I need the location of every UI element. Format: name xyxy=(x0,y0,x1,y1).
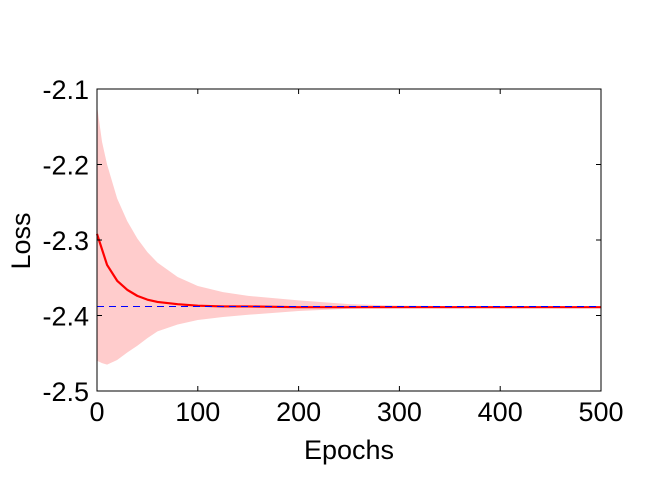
y-tick-label: -2.2 xyxy=(42,151,89,181)
confidence-band-layer xyxy=(97,105,601,365)
x-tick-label: 100 xyxy=(175,397,220,427)
x-tick-label: 500 xyxy=(578,397,623,427)
y-tick-label: -2.4 xyxy=(42,302,89,332)
std-band xyxy=(97,105,601,365)
x-tick-label: 300 xyxy=(377,397,422,427)
y-tick-label: -2.1 xyxy=(42,75,89,105)
x-tick-label: 200 xyxy=(276,397,321,427)
y-tick-label: -2.3 xyxy=(42,226,89,256)
x-tick-label: 0 xyxy=(89,397,104,427)
tick-layer: 0 100 200 300 400 500 -2.1 -2.2 -2.3 -2.4 -2.5 xyxy=(42,75,623,427)
x-tick-label: 400 xyxy=(478,397,523,427)
y-axis-label: Loss xyxy=(6,212,36,269)
y-tick-label: -2.5 xyxy=(42,377,89,407)
mean-loss-line xyxy=(95,233,601,309)
series-layer xyxy=(95,233,601,309)
plot-background xyxy=(97,89,601,391)
x-axis-label: Epochs xyxy=(304,435,394,465)
